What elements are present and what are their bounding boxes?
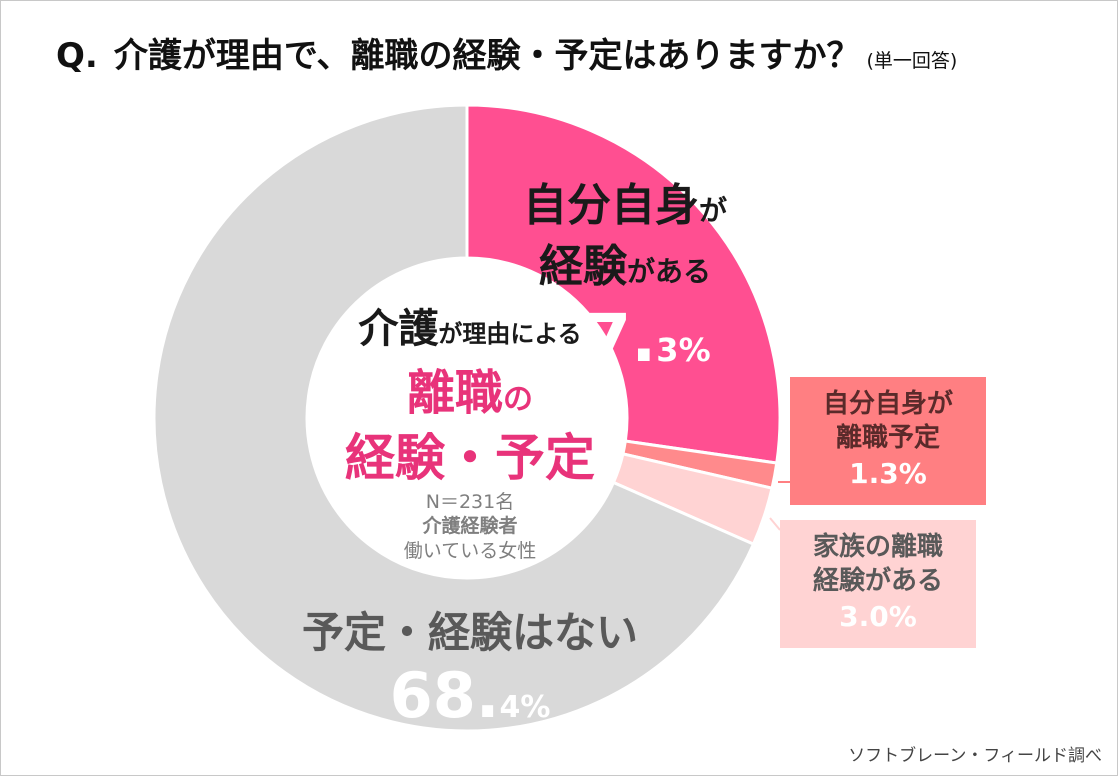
leader-line-family <box>769 517 781 531</box>
slice-label-none: 予定・経験はない 68.4% <box>250 605 690 743</box>
center-line2a: 離職 <box>406 365 503 421</box>
question-text: 介護が理由で、離職の経験・予定はありますか？ <box>113 36 861 76</box>
sample-detail: 介護経験者 <box>422 515 518 537</box>
callout-family-experience: 家族の離職 経験がある 3.0% <box>780 520 976 648</box>
center-line2b: の <box>503 382 533 417</box>
label-family-1: 家族の離職 <box>812 532 943 562</box>
label-self-exp-1a: 自分自身 <box>522 180 699 231</box>
label-self-exp-1b: が <box>698 194 727 227</box>
label-family-2: 経験がある <box>812 566 943 596</box>
label-self-exp-2a: 経験 <box>538 241 627 292</box>
pct-none-dec: 4% <box>499 690 551 725</box>
pct-planned: 1.3% <box>849 457 927 490</box>
label-planned-2: 離職予定 <box>835 423 940 453</box>
label-planned-1: 自分自身が <box>822 389 953 419</box>
center-line3: 経験・予定 <box>345 429 595 487</box>
answer-type: (単一回答) <box>866 50 958 72</box>
question-prefix: Q. <box>56 36 98 76</box>
donut-hole <box>307 258 627 578</box>
pct-none-int: 68. <box>389 659 500 732</box>
label-self-exp-2b: がある <box>626 255 711 288</box>
slice-label-self-experience: 自分自身が 経験がある 27.3% <box>475 178 775 385</box>
sample-size: N＝231名 <box>425 491 515 513</box>
callout-self-planned: 自分自身が 離職予定 1.3% <box>790 377 986 505</box>
source-credit: ソフトブレーン・フィールド調べ <box>848 746 1102 766</box>
sample-detail-2: 働いている女性 <box>403 540 537 562</box>
center-line1b: が理由による <box>438 320 582 348</box>
pct-self-exp-int: 27. <box>539 300 657 377</box>
pct-self-exp-dec: 3% <box>656 331 711 369</box>
label-none: 予定・経験はない <box>301 608 638 657</box>
center-line1a: 介護 <box>358 306 439 352</box>
donut-center-text: 介護が理由による 離職の 経験・予定 N＝231名 介護経験者 働いている女性 <box>320 298 620 564</box>
pct-family: 3.0% <box>839 600 917 633</box>
chart-title: Q. 介護が理由で、離職の経験・予定はありますか？ (単一回答) <box>56 28 957 84</box>
